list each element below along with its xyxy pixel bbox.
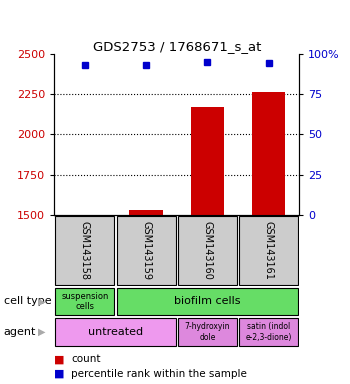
Text: percentile rank within the sample: percentile rank within the sample	[71, 369, 247, 379]
Bar	[190, 107, 224, 215]
Text: ▶: ▶	[38, 327, 46, 337]
Text: GSM143158: GSM143158	[80, 221, 90, 280]
Title: GDS2753 / 1768671_s_at: GDS2753 / 1768671_s_at	[92, 40, 261, 53]
Text: cell type: cell type	[4, 296, 51, 306]
FancyBboxPatch shape	[178, 318, 237, 346]
Text: count: count	[71, 354, 100, 364]
Text: untreated: untreated	[88, 327, 143, 337]
Text: GSM143160: GSM143160	[202, 221, 212, 280]
Text: ▶: ▶	[38, 296, 46, 306]
Text: GSM143161: GSM143161	[264, 221, 274, 280]
Bar	[252, 93, 286, 215]
FancyBboxPatch shape	[117, 288, 298, 315]
FancyBboxPatch shape	[55, 217, 114, 285]
Text: agent: agent	[4, 327, 36, 337]
Text: GSM143159: GSM143159	[141, 221, 151, 280]
FancyBboxPatch shape	[117, 217, 176, 285]
FancyBboxPatch shape	[178, 217, 237, 285]
Text: ■: ■	[54, 369, 65, 379]
Text: satin (indol
e-2,3-dione): satin (indol e-2,3-dione)	[245, 323, 292, 342]
Text: biofilm cells: biofilm cells	[174, 296, 241, 306]
Text: ■: ■	[54, 354, 65, 364]
Text: 7-hydroxyin
dole: 7-hydroxyin dole	[185, 323, 230, 342]
Bar	[129, 210, 163, 215]
FancyBboxPatch shape	[239, 217, 298, 285]
FancyBboxPatch shape	[239, 318, 298, 346]
FancyBboxPatch shape	[55, 318, 176, 346]
FancyBboxPatch shape	[55, 288, 114, 315]
Text: suspension
cells: suspension cells	[61, 292, 108, 311]
